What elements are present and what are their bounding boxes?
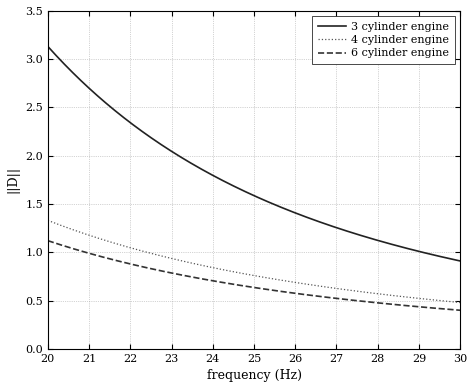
4 cylinder engine bbox=[268, 276, 274, 281]
3 cylinder engine bbox=[447, 256, 453, 261]
Line: 3 cylinder engine: 3 cylinder engine bbox=[48, 46, 460, 261]
4 cylinder engine bbox=[447, 299, 453, 304]
4 cylinder engine bbox=[45, 218, 51, 223]
3 cylinder engine bbox=[291, 210, 296, 214]
6 cylinder engine bbox=[383, 301, 389, 306]
3 cylinder engine bbox=[268, 201, 274, 205]
4 cylinder engine bbox=[457, 300, 463, 305]
X-axis label: frequency (Hz): frequency (Hz) bbox=[207, 369, 301, 382]
4 cylinder engine bbox=[243, 272, 249, 277]
6 cylinder engine bbox=[243, 284, 249, 289]
Y-axis label: ||D||: ||D|| bbox=[7, 166, 19, 193]
6 cylinder engine bbox=[268, 287, 274, 292]
3 cylinder engine bbox=[45, 44, 51, 49]
6 cylinder engine bbox=[241, 284, 246, 288]
3 cylinder engine bbox=[457, 259, 463, 263]
4 cylinder engine bbox=[383, 293, 389, 297]
Line: 6 cylinder engine: 6 cylinder engine bbox=[48, 241, 460, 310]
4 cylinder engine bbox=[241, 272, 246, 276]
6 cylinder engine bbox=[457, 308, 463, 313]
6 cylinder engine bbox=[447, 307, 453, 312]
Legend: 3 cylinder engine, 4 cylinder engine, 6 cylinder engine: 3 cylinder engine, 4 cylinder engine, 6 … bbox=[312, 16, 455, 64]
6 cylinder engine bbox=[291, 291, 296, 295]
3 cylinder engine bbox=[383, 240, 389, 245]
4 cylinder engine bbox=[291, 280, 296, 284]
6 cylinder engine bbox=[45, 238, 51, 243]
Line: 4 cylinder engine: 4 cylinder engine bbox=[48, 221, 460, 303]
3 cylinder engine bbox=[243, 190, 249, 194]
3 cylinder engine bbox=[241, 189, 246, 193]
